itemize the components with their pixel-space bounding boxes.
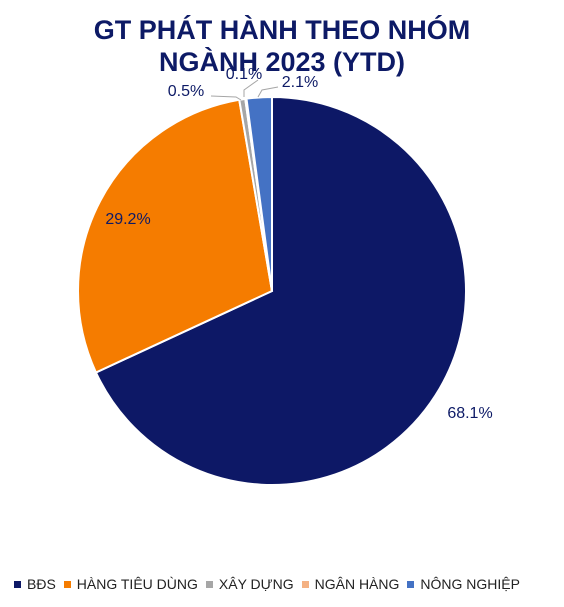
leader-line-3: [243, 79, 259, 97]
data-label-1: 29.2%: [105, 211, 150, 228]
legend-label-0: BĐS: [27, 576, 56, 592]
chart-title-line-2: NGÀNH 2023 (YTD): [158, 47, 406, 77]
pie-slice-0: [94, 95, 467, 486]
legend-item-0: BĐS: [14, 576, 56, 592]
leader-line-4: [257, 86, 279, 98]
legend-label-3: NGÂN HÀNG: [314, 576, 400, 592]
legend-swatch-2: [205, 580, 213, 588]
legend-item-1: HÀNG TIÊU DÙNG: [63, 576, 198, 592]
data-label-2: 0.5%: [168, 83, 204, 100]
leader-line-2: [210, 95, 242, 101]
legend-swatch-1: [63, 580, 71, 588]
chart-title: GT PHÁT HÀNH THEO NHÓM NGÀNH 2023 (YTD): [0, 14, 564, 78]
data-label-0: 68.1%: [447, 405, 492, 422]
chart-legend: BĐS HÀNG TIÊU DÙNG XÂY DỰNG NGÂN HÀNG NÔNG N…: [14, 576, 554, 592]
legend-item-3: NGÂN HÀNG: [301, 576, 400, 592]
legend-swatch-3: [301, 580, 309, 588]
legend-label-1: HÀNG TIÊU DÙNG: [76, 576, 198, 592]
legend-swatch-4: [407, 580, 415, 588]
pie-slice-1: [77, 98, 274, 374]
pie-slice-4: [245, 95, 273, 292]
legend-label-2: XÂY DỰNG: [218, 576, 294, 592]
legend-item-2: XÂY DỰNG: [205, 576, 294, 592]
legend-item-4: NÔNG NGHIỆP: [407, 576, 520, 592]
legend-label-4: NÔNG NGHIỆP: [420, 576, 520, 592]
data-label-4: 2.1%: [282, 74, 318, 91]
data-label-3: 0.1%: [226, 66, 262, 83]
legend-swatch-0: [14, 580, 21, 588]
chart-title-line-1: GT PHÁT HÀNH THEO NHÓM: [93, 15, 471, 45]
